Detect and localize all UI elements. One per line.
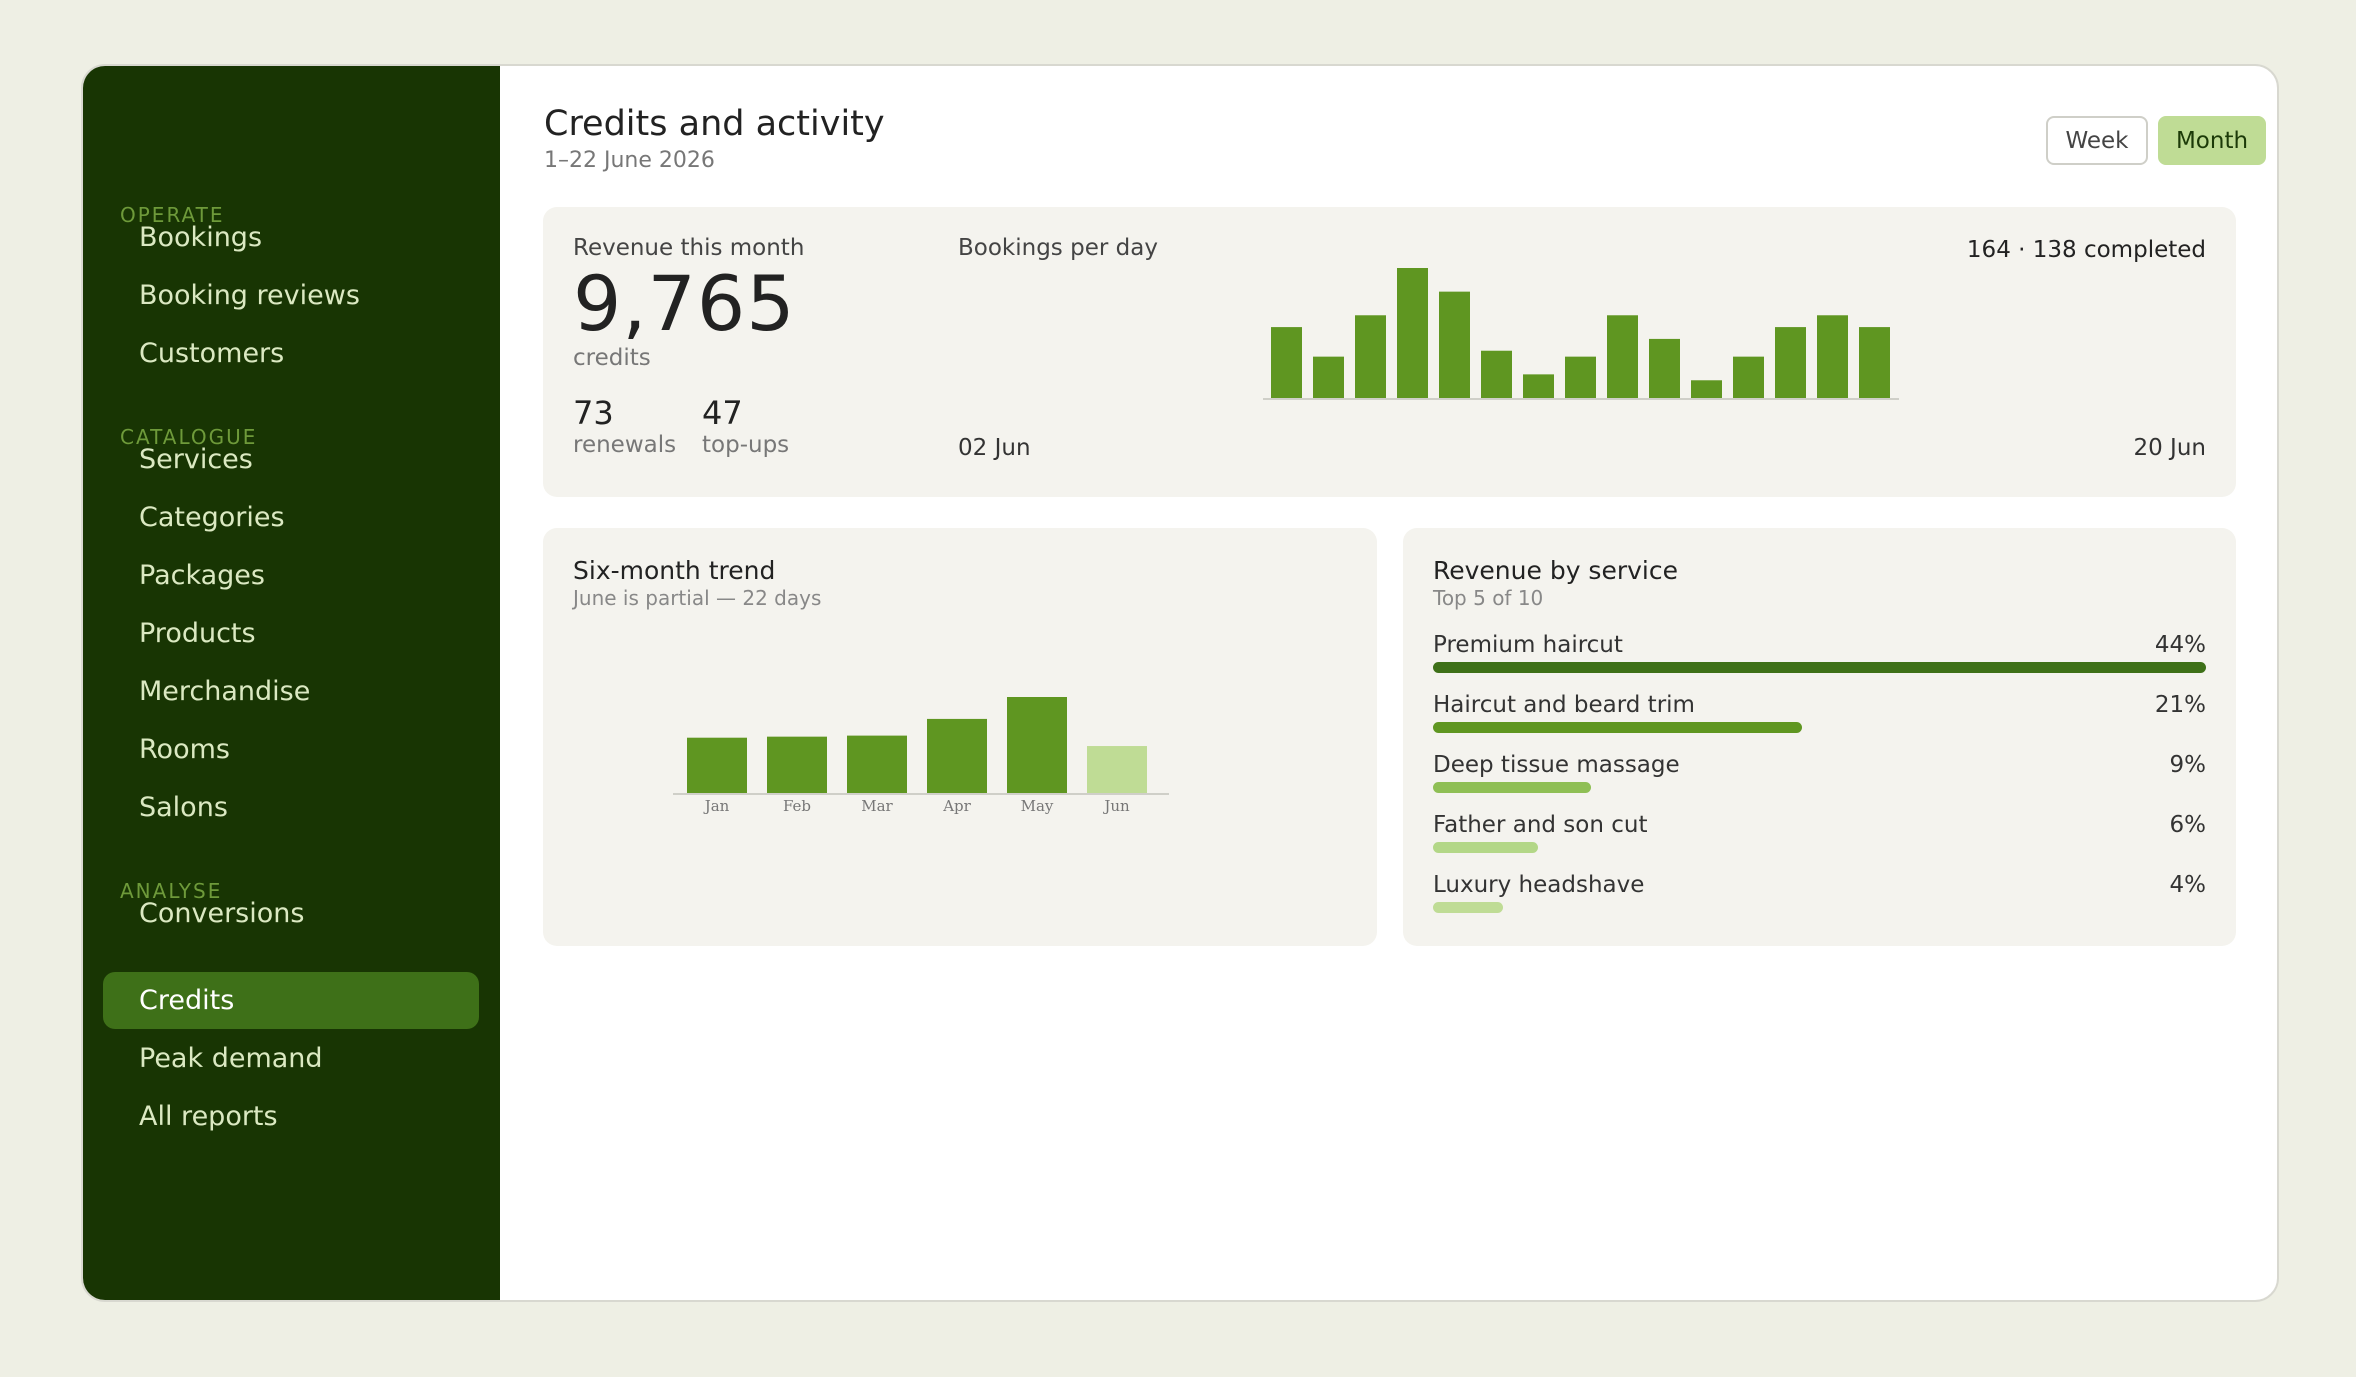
section-title-operate: OPERATE (120, 203, 225, 227)
page-title: Credits and activity (544, 104, 885, 144)
service-share-bar (1433, 782, 1592, 793)
trend-tick-label: Mar (861, 797, 893, 815)
daily-bar (1355, 315, 1386, 398)
date-range: 1–22 June 2026 (544, 148, 715, 173)
service-row: Haircut and beard trim 21% (1433, 692, 2206, 752)
renewals-label: renewals (573, 432, 677, 458)
trend-tick-label: Feb (783, 797, 811, 815)
service-name: Premium haircut (1433, 632, 1623, 658)
trend-title: Six-month trend (573, 556, 776, 585)
service-share-bar (1433, 842, 1539, 853)
six-month-trend-chart: Jan Feb Mar Apr May Jun (673, 697, 1169, 815)
topups-label: top-ups (702, 432, 790, 458)
trend-tick-label: Jun (1102, 797, 1130, 815)
revenue-unit: credits (573, 345, 651, 371)
service-percent: 21% (2154, 692, 2206, 718)
revenue-label: Revenue this month (573, 235, 805, 261)
sidebar-item-merchandise[interactable]: Merchandise (139, 676, 311, 707)
sidebar: OPERATE Bookings Booking reviews Custome… (83, 66, 500, 1300)
six-month-trend-card: Six-month trend June is partial — 22 day… (543, 528, 1377, 946)
app-window: OPERATE Bookings Booking reviews Custome… (81, 64, 2279, 1302)
trend-subtitle: June is partial — 22 days (573, 586, 822, 610)
service-name: Haircut and beard trim (1433, 692, 1695, 718)
service-share-bar (1433, 722, 1802, 733)
service-name: Luxury headshave (1433, 872, 1645, 898)
service-name: Deep tissue massage (1433, 752, 1680, 778)
service-percent: 9% (2169, 752, 2207, 778)
trend-tick-label: May (1021, 797, 1054, 815)
sidebar-item-all-reports[interactable]: All reports (139, 1101, 278, 1132)
service-percent: 6% (2169, 812, 2207, 838)
service-row: Father and son cut 6% (1433, 812, 2206, 872)
section-title-analyse: ANALYSE (120, 879, 223, 903)
daily-bar (1775, 327, 1806, 398)
service-name: Father and son cut (1433, 812, 1648, 838)
daily-bar (1733, 356, 1764, 398)
summary-card: Revenue this month 9,765 credits 73 rene… (543, 207, 2236, 497)
daily-bar (1859, 327, 1890, 398)
sidebar-item-bookings[interactable]: Bookings (139, 222, 263, 253)
week-button[interactable]: Week (2046, 116, 2148, 165)
sidebar-item-conversions[interactable]: Conversions (139, 898, 305, 929)
daily-bar (1691, 380, 1722, 398)
sidebar-item-credits[interactable]: Credits (103, 972, 479, 1029)
trend-bar (847, 735, 907, 793)
service-row: Luxury headshave 4% (1433, 872, 2206, 932)
main-content: Credits and activity 1–22 June 2026 Week… (500, 66, 2277, 1300)
daily-bar (1481, 350, 1512, 398)
revenue-by-service-card: Revenue by service Top 5 of 10 Premium h… (1403, 528, 2236, 946)
daily-bar (1565, 356, 1596, 398)
services-title: Revenue by service (1433, 556, 1678, 585)
sidebar-item-products[interactable]: Products (139, 618, 256, 649)
service-share-bar (1433, 902, 1504, 913)
service-row: Premium haircut 44% (1433, 632, 2206, 692)
daily-bar (1607, 315, 1638, 398)
service-percent: 44% (2154, 632, 2206, 658)
sidebar-item-peak-demand[interactable]: Peak demand (139, 1043, 323, 1074)
daily-bar (1397, 268, 1428, 398)
sidebar-item-rooms[interactable]: Rooms (139, 734, 230, 765)
sidebar-item-categories[interactable]: Categories (139, 502, 285, 533)
trend-tick-label: Jan (703, 797, 730, 815)
revenue-value: 9,765 (573, 259, 796, 348)
bookings-per-day-chart (1263, 268, 1899, 400)
axis-start-label: 02 Jun (958, 435, 1031, 461)
month-button[interactable]: Month (2158, 116, 2266, 165)
daily-bar (1649, 338, 1680, 398)
bookings-per-day-label: Bookings per day (958, 235, 1158, 261)
services-subtitle: Top 5 of 10 (1433, 586, 1544, 610)
sidebar-item-packages[interactable]: Packages (139, 560, 265, 591)
daily-bar (1313, 356, 1344, 398)
sidebar-item-services[interactable]: Services (139, 444, 253, 475)
trend-bar (1007, 697, 1067, 793)
trend-bar (927, 718, 987, 793)
service-share-bar (1433, 662, 2206, 673)
daily-bar (1271, 327, 1302, 398)
custom-range-toggle[interactable] (2277, 129, 2279, 153)
daily-bar (1523, 374, 1554, 398)
trend-bar (767, 736, 827, 793)
daily-bar (1817, 315, 1848, 398)
renewals-value: 73 (573, 394, 614, 432)
sidebar-item-salons[interactable]: Salons (139, 792, 228, 823)
service-row: Deep tissue massage 9% (1433, 752, 2206, 812)
trend-bar (1087, 746, 1147, 793)
trend-tick-label: Apr (942, 797, 971, 815)
topups-value: 47 (702, 394, 743, 432)
sidebar-item-customers[interactable]: Customers (139, 338, 285, 369)
bookings-summary: 164 · 138 completed (1966, 237, 2206, 263)
sidebar-item-booking-reviews[interactable]: Booking reviews (139, 280, 360, 311)
trend-bar (687, 737, 747, 793)
axis-end-label: 20 Jun (2133, 435, 2206, 461)
service-percent: 4% (2169, 872, 2207, 898)
section-title-catalogue: CATALOGUE (120, 425, 258, 449)
daily-bar (1439, 291, 1470, 398)
